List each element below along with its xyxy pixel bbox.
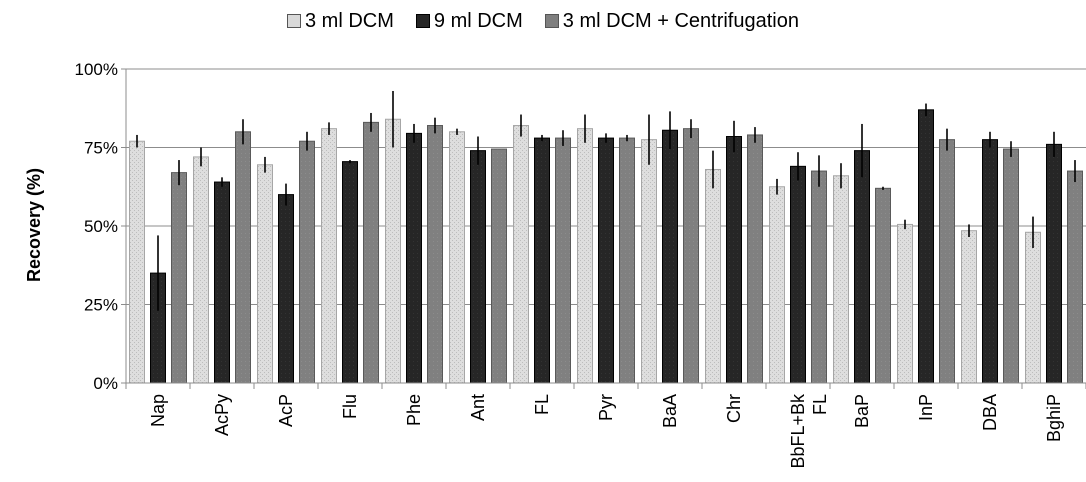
legend-item-9ml-dcm: 9 ml DCM — [415, 9, 523, 33]
bar-3-ml-dcm-flu — [321, 128, 337, 384]
bar-9-ml-dcm-bbfl-bkfl — [790, 165, 806, 384]
bar-3-ml-dcm-bap — [833, 175, 849, 384]
x-tick-label-dba: DBA — [980, 394, 1000, 431]
x-tick-label-line: DBA — [980, 394, 1000, 431]
x-tick-label-chr: Chr — [724, 394, 744, 423]
legend: 3 ml DCM 9 ml DCM 3 ml DCM + Centrifugat… — [0, 6, 1086, 36]
x-tick-label-line: AcPy — [212, 394, 232, 436]
bar-3-ml-dcm-nap — [129, 140, 145, 384]
bar-3-ml-dcm-centrifugation-chr — [747, 134, 763, 384]
x-tick-label-inp: InP — [916, 394, 936, 421]
x-tick-label-baa: BaA — [660, 394, 680, 428]
x-tick-label-line: Chr — [724, 394, 744, 423]
bar-9-ml-dcm-chr — [726, 136, 742, 384]
x-tick-label-line: Phe — [404, 394, 424, 426]
y-tick-label: 25% — [84, 296, 118, 315]
x-tick-label-line: BbFL+Bk — [788, 393, 808, 469]
bars — [129, 109, 1083, 384]
x-tick-label-line: FL — [810, 394, 830, 415]
bar-3-ml-dcm-centrifugation-dba — [1003, 148, 1019, 384]
axes: 0% 25% 50% 75% 100% Nap AcPy AcP Flu Phe Ant FL Pyr B… — [75, 60, 1086, 469]
bar-3-ml-dcm-centrifugation-bap — [875, 187, 891, 384]
bar-3-ml-dcm-centrifugation-ant — [491, 148, 507, 384]
y-axis-title: Recovery (%) — [24, 168, 44, 282]
bar-3-ml-dcm-inp — [897, 223, 913, 384]
x-tick-label-pyr: Pyr — [596, 394, 616, 421]
x-tick-label-nap: Nap — [148, 394, 168, 427]
x-tick-label-bghip: BghiP — [1044, 394, 1064, 442]
x-tick-label-line: InP — [916, 394, 936, 421]
bar-3-ml-dcm-phe — [385, 118, 401, 384]
x-tick-label-bap: BaP — [852, 394, 872, 428]
bar-9-ml-dcm-ant — [470, 150, 486, 384]
bar-3-ml-dcm-centrifugation-acpy — [235, 131, 251, 384]
bar-9-ml-dcm-inp — [918, 109, 934, 384]
legend-swatch-centrifugation — [544, 14, 559, 28]
bar-9-ml-dcm-flu — [342, 161, 358, 384]
bar-3-ml-dcm-bghip — [1025, 231, 1041, 384]
legend-swatch-9ml-dcm — [415, 14, 430, 28]
error-bars — [136, 90, 1076, 311]
x-tick-label-line: Flu — [340, 394, 360, 419]
bar-9-ml-dcm-phe — [406, 132, 422, 384]
legend-item-3ml-dcm: 3 ml DCM — [287, 10, 394, 33]
y-tick-label: 50% — [84, 217, 118, 236]
x-tick-label-phe: Phe — [404, 394, 424, 426]
bar-3-ml-dcm-centrifugation-acp — [299, 140, 315, 384]
bar-3-ml-dcm-chr — [705, 168, 721, 384]
y-tick-label: 0% — [93, 374, 118, 393]
legend-item-centrifugation: 3 ml DCM + Centrifugation — [544, 9, 799, 33]
x-tick-label-line: BaA — [660, 394, 680, 428]
bar-3-ml-dcm-centrifugation-baa — [683, 128, 699, 384]
x-tick-label-ant: Ant — [468, 394, 488, 421]
x-tick-label-line: BaP — [852, 394, 872, 428]
x-tick-label-line: BghiP — [1044, 394, 1064, 442]
bar-3-ml-dcm-bbfl-bkfl — [769, 186, 785, 384]
bar-9-ml-dcm-acp — [278, 194, 294, 384]
bar-3-ml-dcm-centrifugation-flu — [363, 121, 379, 384]
bar-9-ml-dcm-bghip — [1046, 143, 1062, 384]
bar-9-ml-dcm-dba — [982, 139, 998, 384]
x-tick-label-line: Pyr — [596, 394, 616, 421]
x-tick-label-line: Nap — [148, 394, 168, 427]
bar-3-ml-dcm-fl — [513, 125, 529, 384]
bar-9-ml-dcm-pyr — [598, 137, 614, 384]
bar-3-ml-dcm-pyr — [577, 128, 593, 384]
bar-3-ml-dcm-acp — [257, 164, 273, 384]
legend-label-9ml-dcm: 9 ml DCM — [433, 9, 523, 32]
bar-3-ml-dcm-ant — [449, 131, 465, 384]
bar-3-ml-dcm-acpy — [193, 156, 209, 384]
x-tick-label-bbfl-bkfl: BbFL+Bk FL — [788, 393, 830, 469]
bar-3-ml-dcm-centrifugation-nap — [171, 172, 187, 384]
bar-3-ml-dcm-centrifugation-inp — [939, 139, 955, 384]
bar-3-ml-dcm-dba — [961, 230, 977, 384]
bar-9-ml-dcm-fl — [534, 137, 550, 384]
x-tick-label-line: AcP — [276, 394, 296, 427]
legend-swatch-3ml-dcm — [287, 14, 301, 28]
legend-label-3ml-dcm: 3 ml DCM — [305, 9, 394, 32]
bar-3-ml-dcm-centrifugation-pyr — [619, 137, 635, 384]
bar-9-ml-dcm-baa — [662, 129, 678, 384]
y-tick-label: 75% — [84, 139, 118, 158]
bar-9-ml-dcm-acpy — [214, 181, 230, 384]
bar-3-ml-dcm-centrifugation-fl — [555, 137, 571, 384]
x-tick-label-flu: Flu — [340, 394, 360, 419]
bar-3-ml-dcm-centrifugation-bbfl-bkfl — [811, 170, 827, 384]
x-tick-label-fl: FL — [532, 394, 552, 415]
x-tick-label-acp: AcP — [276, 394, 296, 427]
bar-3-ml-dcm-centrifugation-bghip — [1067, 170, 1083, 384]
x-tick-label-acpy: AcPy — [212, 394, 232, 436]
y-tick-label: 100% — [75, 60, 118, 79]
legend-label-centrifugation: 3 ml DCM + Centrifugation — [562, 9, 799, 32]
bar-3-ml-dcm-centrifugation-phe — [427, 125, 443, 384]
bar-9-ml-dcm-bap — [854, 150, 870, 384]
x-tick-label-line: FL — [532, 394, 552, 415]
x-tick-label-line: Ant — [468, 394, 488, 421]
bar-3-ml-dcm-baa — [641, 139, 657, 384]
